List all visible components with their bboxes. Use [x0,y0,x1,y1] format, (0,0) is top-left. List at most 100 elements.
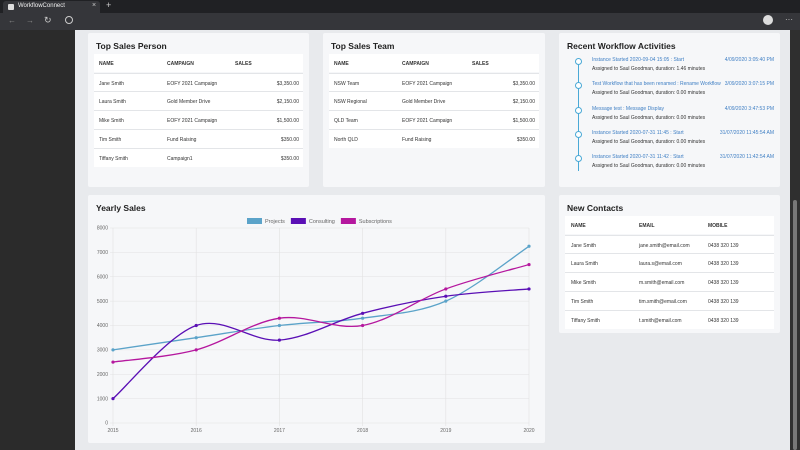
legend-swatch [290,218,306,224]
series-line [112,263,530,363]
column-header: CAMPAIGN [402,61,429,67]
card-title: Top Sales Person [96,41,167,51]
table-row: Mike Smith EOFY 2021 Campaign $1,500.00 [94,110,303,130]
table-cell: jane.smith@email.com [639,242,690,249]
data-point [111,360,115,364]
legend-label: Consulting [309,219,335,225]
table-cell: Gold Member Drive [402,99,446,106]
table-cell: laura.s@email.com [639,261,682,268]
table-cell: Tiffany Smith [99,155,128,162]
table-cell: $350.00 [516,136,535,143]
y-tick-label: 2000 [97,372,108,378]
activity-title: Instance Started 2020-07-31 11:45 : Star… [592,129,684,136]
table-row: NSW Regional Gold Member Drive $2,150.00 [329,91,539,111]
refresh-button[interactable]: ↻ [44,15,52,25]
back-button[interactable]: ← [8,16,16,25]
card: Top Sales Team NAME CAMPAIGN SALES NSW Team E… [323,33,545,187]
table-cell: $3,350.00 [276,80,299,87]
table-cell: Laura Smith [99,99,126,106]
column-header: MOBILE [708,223,728,229]
data-point [277,323,281,328]
table-cell: 0438 320 139 [708,280,739,287]
y-tick-label: 4000 [97,323,108,329]
series-line [112,288,530,400]
site-info[interactable] [65,16,73,24]
table-cell: QLD Team [334,118,358,125]
timeline-dot [575,82,582,90]
column-header: SALES [235,61,252,67]
table-cell: $3,350.00 [512,80,535,87]
column-header: EMAIL [639,223,655,229]
data-point [444,287,448,291]
forward-button[interactable]: → [26,16,34,25]
profile[interactable] [763,15,773,25]
table-row: Laura Smith Gold Member Drive $2,150.00 [94,91,303,111]
activity-date: 3/09/2020 3:07:15 PM [724,81,774,88]
card-title: Top Sales Team [331,41,395,51]
y-tick-label: 5000 [97,299,108,305]
column-header: CAMPAIGN [167,61,194,67]
table-cell: Mike Smith [571,280,596,287]
table-cell: EOFY 2021 Campaign [402,118,453,125]
tab[interactable]: WorkflowConnect × [3,1,100,13]
timeline-dot [575,106,582,114]
x-tick-label: 2015 [107,428,118,434]
table-cell: Mike Smith [99,118,124,125]
table-cell: Tiffany Smith [571,317,600,324]
activity-date: 31/07/2020 11:42:54 AM [719,154,774,161]
x-tick-label: 2020 [523,428,534,434]
data-point [527,287,531,291]
table-row: Tim Smith tim.smith@email.com 0438 320 139 [565,290,774,310]
table-row: Laura Smith laura.s@email.com 0438 320 139 [565,253,774,273]
card: New Contacts NAME EMAIL MOBILE Jane Smith jan… [559,195,780,333]
activity-detail: Assigned to Saul Goodman, duration: 0.00… [592,90,706,97]
new-tab[interactable]: + [106,0,112,10]
table-cell: Jane Smith [571,242,597,249]
table-row: QLD Team EOFY 2021 Campaign $1,500.00 [329,110,539,130]
table-cell: Gold Member Drive [167,99,211,106]
data-point [444,294,448,298]
activity-detail: Assigned to Saul Goodman, duration: 1.46… [592,66,706,72]
x-tick-label: 2018 [357,428,368,434]
scroll-thumb[interactable] [793,200,797,450]
column-header: NAME [334,61,349,67]
activity-title: Message test : Message Display [592,105,664,112]
x-tick-label: 2016 [191,428,202,434]
card-title: New Contacts [567,203,624,213]
x-tick-label: 2019 [440,428,451,434]
table-cell: Campaign1 [167,155,193,162]
table-cell: $2,150.00 [276,99,299,106]
data-point [277,316,281,320]
table-header: NAME EMAIL MOBILE [565,216,774,234]
table-cell: $350.00 [280,155,299,162]
x-tick-label: 2017 [274,428,285,434]
table-cell: EOFY 2021 Campaign [167,80,218,87]
table-row: NSW Team EOFY 2021 Campaign $3,350.00 [329,72,539,92]
table-row: Mike Smith m.smith@email.com 0438 320 139 [565,272,774,292]
tab-close[interactable]: × [92,2,97,9]
activity-title: Instance Started 2020-09-04 15:05 : Star… [592,57,685,63]
y-tick-label: 6000 [97,274,108,280]
table-cell: Fund Raising [167,136,197,143]
menu[interactable]: ··· [785,15,793,24]
scrollbar[interactable] [790,30,800,450]
table-row: Jane Smith EOFY 2021 Campaign $3,350.00 [94,72,303,92]
toolbar: ← → ↻ ··· [0,13,800,30]
table-cell: $1,500.00 [512,118,535,125]
table-cell: North QLD [334,136,358,143]
table-cell: EOFY 2021 Campaign [402,80,453,87]
table-row: North QLD Fund Raising $350.00 [329,128,539,148]
table-cell: 0438 320 139 [708,317,739,324]
table-cell: m.smith@email.com [639,280,685,287]
data-point [194,323,198,328]
card: Recent Workflow Activities Instance Star… [559,33,780,187]
data-point [111,397,115,401]
tab-bar: WorkflowConnect × + [0,0,800,13]
table-cell: EOFY 2021 Campaign [167,118,218,125]
data-point [444,299,448,303]
timeline-dot [575,130,582,138]
activity-detail: Assigned to Saul Goodman, duration: 0.00… [592,114,706,121]
table-cell: t.smith@email.com [639,317,682,324]
